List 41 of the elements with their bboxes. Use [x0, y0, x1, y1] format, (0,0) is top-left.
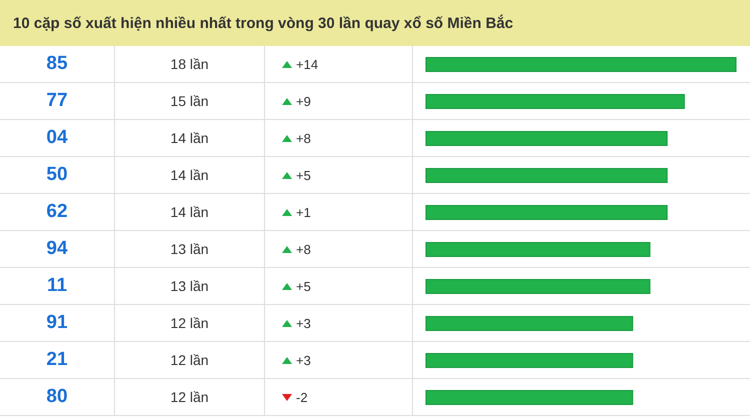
data-label: 12 lần	[115, 305, 265, 342]
data-label: 13 lần	[115, 268, 265, 305]
text: +5	[296, 278, 311, 294]
text: +5	[296, 168, 311, 182]
text: +1	[296, 204, 311, 220]
bar	[426, 352, 634, 368]
data-label: 12 lần	[115, 342, 265, 379]
bar	[426, 168, 668, 183]
text: +8	[296, 242, 311, 256]
data-label: 18 lần	[115, 46, 265, 83]
bar	[426, 204, 668, 220]
y-tick-label: 77	[0, 83, 115, 120]
y-tick-label: 11	[0, 268, 115, 305]
y-tick-label: 21	[0, 342, 115, 379]
bar	[426, 56, 736, 72]
bar	[426, 94, 685, 109]
text: +3	[296, 316, 311, 330]
text: -2	[296, 390, 308, 404]
bar	[426, 390, 634, 405]
data-label: 14 lần	[115, 120, 265, 157]
bar	[426, 316, 634, 331]
y-tick-label: 62	[0, 194, 115, 231]
y-tick-label: 91	[0, 305, 115, 342]
text: 10 cặp số xuất hiện nhiều nhất trong vòng 30 lần quay xổ số Miền Bắc	[13, 14, 514, 32]
data-label: 14 lần	[115, 194, 265, 231]
bar	[426, 278, 650, 294]
text: +14	[296, 56, 318, 72]
text: +9	[296, 94, 311, 108]
y-tick-label: 94	[0, 231, 115, 268]
y-tick-label: 50	[0, 157, 115, 194]
data-label: 12 lần	[115, 379, 265, 416]
text: +3	[296, 352, 311, 368]
y-tick-label: 85	[0, 46, 115, 83]
data-label: 14 lần	[115, 157, 265, 194]
y-tick-label: 80	[0, 379, 115, 416]
data-label: 15 lần	[115, 83, 265, 120]
bar	[426, 242, 650, 257]
text: +8	[296, 130, 311, 146]
bar	[426, 130, 668, 146]
y-tick-label: 04	[0, 120, 115, 157]
data-label: 13 lần	[115, 231, 265, 268]
